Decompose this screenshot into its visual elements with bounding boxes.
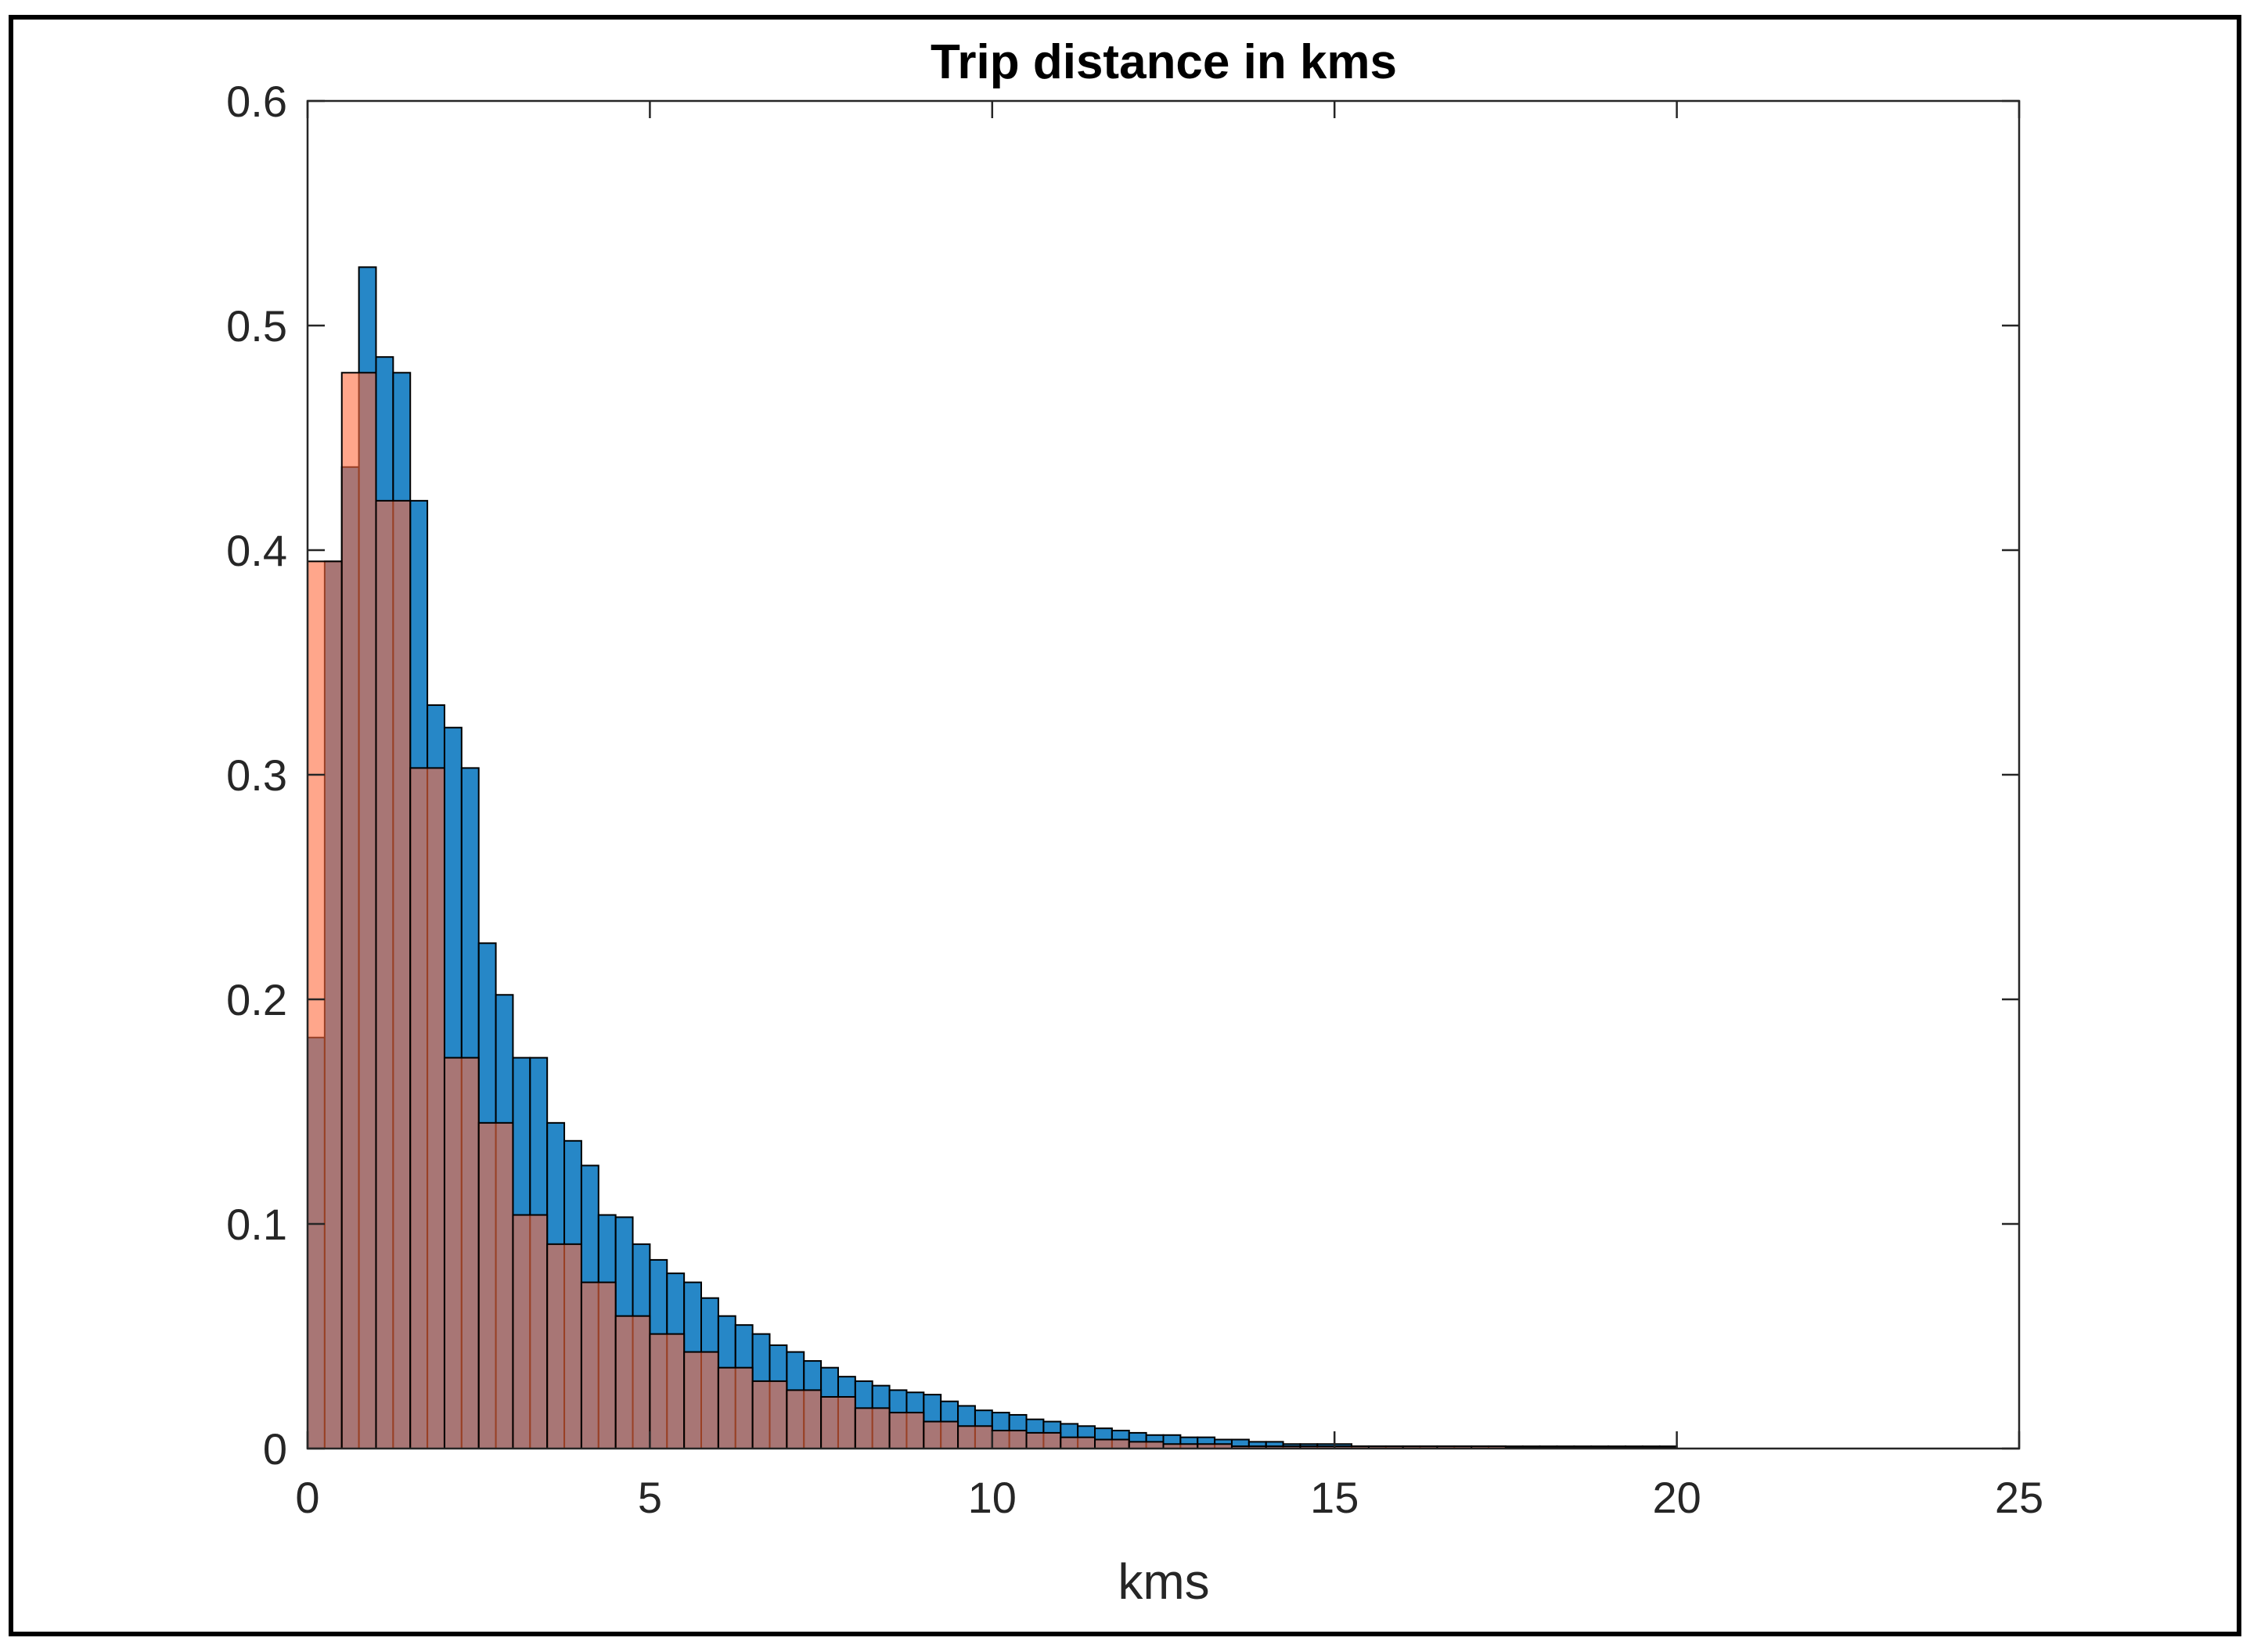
series-orange-bars [307, 372, 1678, 1450]
histogram-bar [1128, 1441, 1165, 1450]
histogram-bar [443, 1056, 480, 1449]
y-tick-label: 0.1 [226, 1200, 287, 1249]
histogram-bar [1060, 1436, 1096, 1450]
x-tick-label: 5 [638, 1473, 662, 1522]
chart-title: Trip distance in kms [931, 35, 1397, 89]
histogram-bar [717, 1366, 754, 1450]
histogram-bar [409, 767, 445, 1449]
x-axis-ticks: 0 5 10 15 20 25 [295, 101, 2043, 1522]
histogram-bar [1025, 1431, 1062, 1450]
y-tick-label: 0 [263, 1424, 287, 1474]
histogram-bar [649, 1333, 686, 1449]
histogram-bar [614, 1315, 651, 1450]
histogram-bar [854, 1407, 891, 1449]
histogram-bar [751, 1380, 788, 1450]
histogram-bar [546, 1243, 582, 1449]
x-tick-label: 25 [1995, 1473, 2043, 1522]
x-tick-label: 0 [295, 1473, 319, 1522]
histogram-bar [1094, 1438, 1130, 1450]
y-axis-ticks: 0 0.1 0.2 0.3 0.4 0.5 0.6 [226, 77, 2019, 1474]
y-tick-label: 0.4 [226, 526, 287, 575]
y-tick-label: 0.3 [226, 750, 287, 800]
histogram-bar [683, 1351, 719, 1449]
histogram-bar [477, 1121, 514, 1449]
y-tick-label: 0.2 [226, 975, 287, 1024]
x-tick-label: 10 [968, 1473, 1017, 1522]
histogram-bar [957, 1425, 993, 1450]
y-tick-label: 0.5 [226, 301, 287, 351]
y-tick-label: 0.6 [226, 77, 287, 126]
x-tick-label: 15 [1310, 1473, 1359, 1522]
x-tick-label: 20 [1652, 1473, 1701, 1522]
histogram-bar [991, 1430, 1028, 1450]
x-axis-label: kms [1118, 1553, 1209, 1610]
histogram-bar [512, 1214, 549, 1450]
histogram-bar [307, 560, 343, 1449]
histogram-bar [888, 1412, 925, 1449]
histogram-bar [375, 499, 412, 1449]
histogram-bar [786, 1389, 823, 1450]
histogram-bar [820, 1395, 856, 1449]
histogram-bar [923, 1420, 959, 1450]
histogram-bar [580, 1281, 617, 1449]
histogram-bar [340, 372, 377, 1449]
